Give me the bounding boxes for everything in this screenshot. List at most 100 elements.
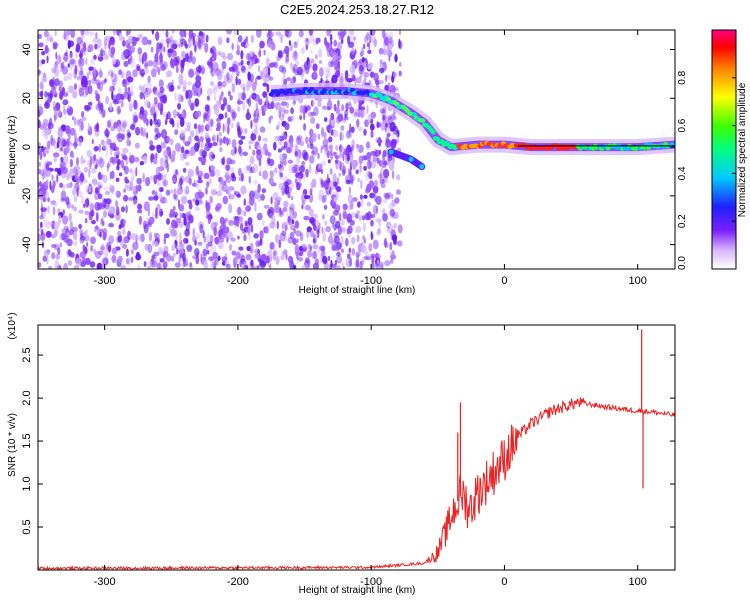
noise-speckle xyxy=(227,52,234,61)
noise-speckle xyxy=(248,140,252,145)
noise-speckle xyxy=(56,174,59,183)
noise-speckle xyxy=(389,121,396,132)
noise-speckle xyxy=(314,54,318,60)
noise-speckle xyxy=(60,197,67,202)
noise-speckle xyxy=(218,137,223,147)
noise-speckle xyxy=(120,206,126,213)
noise-speckle xyxy=(270,196,273,205)
noise-speckle xyxy=(187,81,193,86)
noise-speckle xyxy=(179,243,185,248)
noise-speckle xyxy=(44,101,50,109)
noise-speckle xyxy=(240,185,247,195)
noise-speckle xyxy=(40,71,44,76)
noise-speckle xyxy=(260,70,264,80)
noise-speckle xyxy=(214,221,218,227)
noise-speckle xyxy=(118,172,123,177)
noise-speckle xyxy=(58,86,62,92)
noise-speckle xyxy=(84,104,87,110)
noise-speckle xyxy=(270,115,273,120)
noise-speckle xyxy=(112,98,119,105)
noise-speckle xyxy=(137,263,141,269)
noise-speckle xyxy=(397,240,403,247)
noise-speckle xyxy=(192,91,199,97)
noise-speckle xyxy=(98,68,103,78)
noise-speckle xyxy=(375,253,381,261)
noise-speckle xyxy=(81,111,85,118)
noise-speckle xyxy=(245,35,249,43)
noise-speckle xyxy=(283,158,287,167)
noise-speckle xyxy=(256,149,262,156)
noise-speckle xyxy=(69,168,74,179)
noise-speckle xyxy=(123,195,129,202)
noise-speckle xyxy=(94,43,98,50)
noise-speckle xyxy=(301,47,305,55)
noise-speckle xyxy=(229,95,233,101)
noise-speckle xyxy=(154,89,160,96)
noise-speckle xyxy=(231,82,236,93)
noise-speckle xyxy=(367,49,372,54)
noise-speckle xyxy=(336,255,343,264)
noise-speckle xyxy=(363,128,367,136)
noise-speckle xyxy=(248,62,252,70)
noise-speckle xyxy=(100,243,105,251)
noise-speckle xyxy=(326,43,333,53)
noise-speckle xyxy=(339,146,346,156)
noise-speckle xyxy=(183,57,186,63)
noise-speckle xyxy=(340,248,345,253)
noise-speckle xyxy=(93,154,97,162)
noise-speckle xyxy=(178,232,182,242)
noise-speckle xyxy=(218,51,221,56)
noise-speckle xyxy=(208,125,213,132)
noise-speckle xyxy=(92,67,97,78)
noise-speckle xyxy=(89,104,92,110)
noise-speckle xyxy=(69,158,73,168)
noise-speckle xyxy=(356,234,360,243)
noise-speckle xyxy=(382,198,388,204)
ridge-points xyxy=(268,87,675,151)
noise-speckle xyxy=(217,81,223,87)
noise-speckle xyxy=(206,95,210,101)
noise-speckle xyxy=(170,154,176,163)
noise-speckle xyxy=(387,50,393,58)
noise-speckle xyxy=(189,262,192,268)
noise-speckle xyxy=(288,164,295,174)
noise-speckle xyxy=(82,231,87,236)
noise-speckle xyxy=(385,139,392,148)
noise-speckle xyxy=(359,108,366,118)
noise-speckle xyxy=(380,182,386,189)
noise-speckle xyxy=(127,95,130,101)
noise-speckle xyxy=(356,118,360,128)
noise-speckle xyxy=(311,99,315,107)
noise-speckle xyxy=(122,243,128,250)
noise-speckle xyxy=(52,206,56,216)
noise-speckle xyxy=(171,43,178,50)
noise-speckle xyxy=(57,208,61,214)
noise-speckle xyxy=(309,188,313,195)
noise-speckle xyxy=(176,248,179,255)
noise-speckle xyxy=(250,119,253,129)
noise-speckle xyxy=(128,151,132,158)
noise-speckle xyxy=(134,142,140,149)
noise-speckle xyxy=(175,169,178,176)
noise-speckle xyxy=(53,157,58,163)
noise-speckle xyxy=(314,168,319,175)
noise-speckle xyxy=(56,141,60,149)
noise-speckle xyxy=(101,264,107,269)
noise-speckle xyxy=(253,233,259,239)
noise-speckle xyxy=(346,130,351,139)
noise-speckle xyxy=(391,234,398,242)
noise-speckle xyxy=(187,169,194,177)
noise-speckle xyxy=(45,179,49,186)
noise-speckle xyxy=(315,38,319,45)
noise-speckle xyxy=(114,73,118,82)
noise-speckle xyxy=(84,210,90,215)
noise-speckle xyxy=(379,264,384,269)
noise-speckle xyxy=(117,135,124,143)
noise-speckle xyxy=(83,30,90,36)
noise-speckle xyxy=(246,82,251,92)
noise-speckle xyxy=(235,251,241,260)
noise-speckle xyxy=(175,217,182,224)
noise-speckle xyxy=(248,145,252,150)
noise-speckle xyxy=(217,36,223,46)
noise-speckle xyxy=(162,178,169,187)
